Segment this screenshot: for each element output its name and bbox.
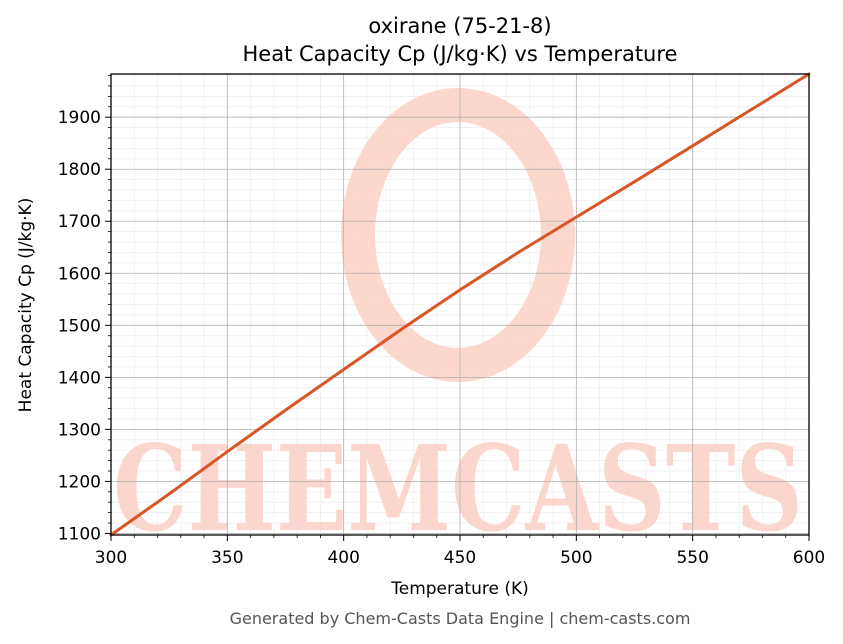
footer-credit: Generated by Chem-Casts Data Engine | ch… — [230, 609, 691, 628]
y-tick-label: 1200 — [58, 472, 101, 492]
y-tick-label: 1600 — [58, 264, 101, 284]
series-line — [109, 72, 811, 537]
x-tick-label: 600 — [793, 548, 825, 568]
x-tick-label: 350 — [211, 548, 243, 568]
y-axis: 1100 1200 1300 1400 1500 1600 1700 1800 1900 — [58, 75, 111, 544]
y-axis-label: Heat Capacity Cp (J/kg·K) — [16, 198, 36, 413]
series-layer — [109, 72, 811, 537]
y-tick-label: 1700 — [58, 212, 101, 232]
x-tick-label: 300 — [95, 548, 127, 568]
y-tick-label: 1300 — [58, 420, 101, 440]
watermark-logo-ring — [341, 88, 575, 382]
y-tick-label: 1900 — [58, 108, 101, 128]
chart-title-line1: oxirane (75-21-8) — [368, 14, 551, 38]
y-tick-label: 1400 — [58, 368, 101, 388]
y-tick-label: 1500 — [58, 316, 101, 336]
x-tick-label: 400 — [327, 548, 359, 568]
watermark-text: CHEMCASTS — [113, 419, 803, 558]
y-tick-label: 1100 — [58, 524, 101, 544]
x-tick-label: 450 — [444, 548, 476, 568]
x-axis: 300 350 400 450 500 550 600 — [95, 535, 825, 568]
x-axis-label: Temperature (K) — [390, 579, 529, 599]
x-tick-label: 500 — [560, 548, 592, 568]
x-tick-label: 550 — [676, 548, 708, 568]
y-tick-label: 1800 — [58, 160, 101, 180]
chart-title-line2: Heat Capacity Cp (J/kg·K) vs Temperature — [243, 42, 678, 66]
